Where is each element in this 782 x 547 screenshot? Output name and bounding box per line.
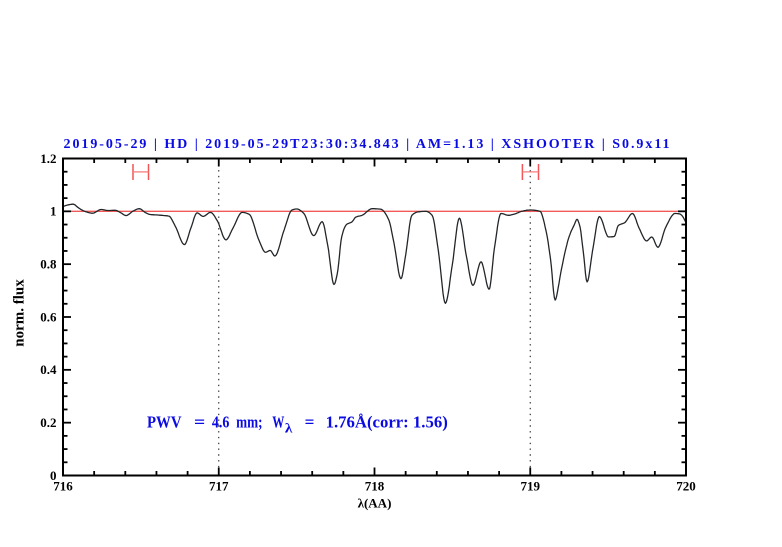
svg-text:1.76Å(corr: 1.56): 1.76Å(corr: 1.56) bbox=[326, 413, 448, 432]
svg-text:=: = bbox=[194, 413, 205, 432]
svg-text:0.2: 0.2 bbox=[40, 415, 56, 430]
svg-text:λ(AA): λ(AA) bbox=[358, 496, 392, 511]
svg-text:716: 716 bbox=[53, 478, 73, 493]
svg-text:1.2: 1.2 bbox=[40, 151, 56, 166]
svg-text:719: 719 bbox=[521, 478, 541, 493]
svg-text:717: 717 bbox=[209, 478, 229, 493]
svg-text:0.8: 0.8 bbox=[40, 256, 57, 271]
svg-text:4.6: 4.6 bbox=[212, 413, 230, 432]
svg-text:W: W bbox=[272, 413, 284, 432]
svg-text:0.6: 0.6 bbox=[40, 309, 57, 324]
svg-text:0.4: 0.4 bbox=[40, 362, 57, 377]
svg-text:718: 718 bbox=[365, 478, 385, 493]
svg-text:1: 1 bbox=[50, 204, 57, 219]
svg-text:λ: λ bbox=[285, 422, 293, 437]
svg-text:mm;: mm; bbox=[236, 413, 262, 432]
svg-text:0: 0 bbox=[50, 468, 57, 483]
svg-text:PWV: PWV bbox=[147, 413, 182, 432]
svg-text:=: = bbox=[305, 413, 315, 432]
svg-text:720: 720 bbox=[676, 478, 696, 493]
svg-text:norm. flux: norm. flux bbox=[12, 279, 28, 347]
